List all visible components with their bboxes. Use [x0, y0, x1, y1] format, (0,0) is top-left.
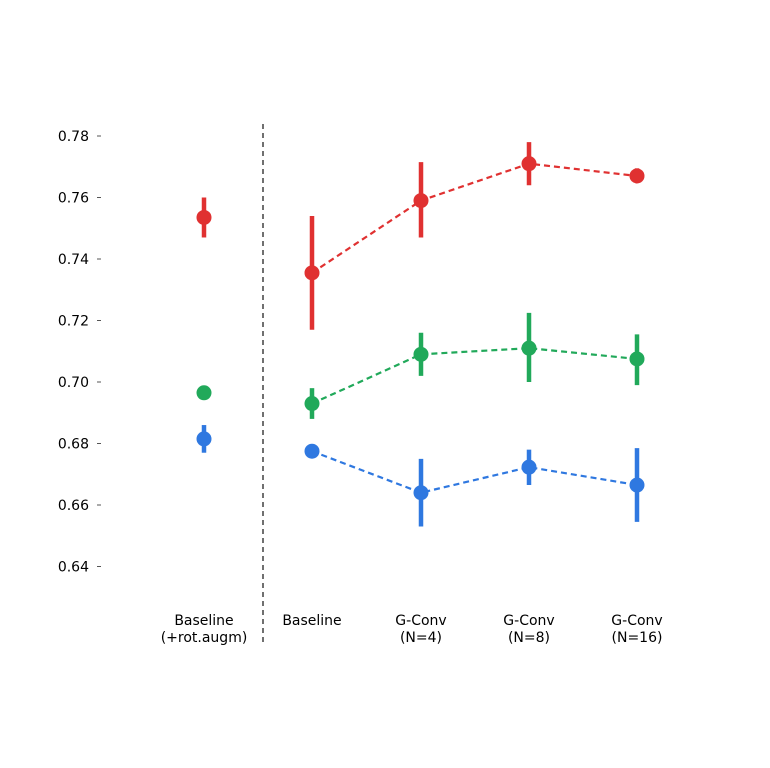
data-point	[629, 168, 645, 184]
category-label-line2: (N=8)	[508, 630, 550, 646]
series-group	[196, 142, 645, 330]
category-label-line1: Baseline	[282, 613, 341, 629]
y-tick-label: 0.72	[58, 314, 89, 330]
data-point	[196, 209, 212, 225]
category-label-line1: G-Conv	[611, 613, 662, 629]
data-point	[629, 477, 645, 493]
data-point	[304, 443, 320, 459]
series-group	[196, 425, 645, 527]
data-point	[304, 396, 320, 412]
series-layer	[196, 142, 645, 527]
data-point	[413, 193, 429, 209]
x-axis-labels: Baseline(+rot.augm)Baseline G-Conv(N=4)G-…	[161, 613, 663, 646]
data-point	[413, 346, 429, 362]
data-point	[521, 156, 537, 172]
series-line	[311, 162, 638, 274]
data-point	[521, 459, 537, 475]
data-point	[304, 265, 320, 281]
category-label-line2: (N=4)	[400, 630, 442, 646]
category-label-line1: Baseline	[174, 613, 233, 629]
y-tick-label: 0.74	[58, 252, 89, 268]
series-line	[311, 347, 638, 405]
category-label-line2: (N=16)	[612, 630, 663, 646]
series-line	[311, 450, 638, 494]
y-axis: 0.64 0.66 0.68 0.70 0.72 0.74 0.76 0.78	[58, 129, 101, 576]
series-group	[196, 312, 645, 419]
category-label-line1: G-Conv	[395, 613, 446, 629]
y-tick-label: 0.78	[58, 129, 89, 145]
data-point	[196, 431, 212, 447]
category-label-line1: G-Conv	[503, 613, 554, 629]
category-label-line2: (+rot.augm)	[161, 630, 248, 646]
data-point	[196, 385, 212, 401]
data-point	[629, 351, 645, 367]
y-tick-label: 0.66	[58, 498, 89, 514]
y-tick-label: 0.64	[58, 560, 89, 576]
y-tick-label: 0.70	[58, 375, 89, 391]
y-tick-label: 0.76	[58, 191, 89, 207]
y-tick-label: 0.68	[58, 437, 89, 453]
data-point	[413, 485, 429, 501]
data-point	[521, 340, 537, 356]
